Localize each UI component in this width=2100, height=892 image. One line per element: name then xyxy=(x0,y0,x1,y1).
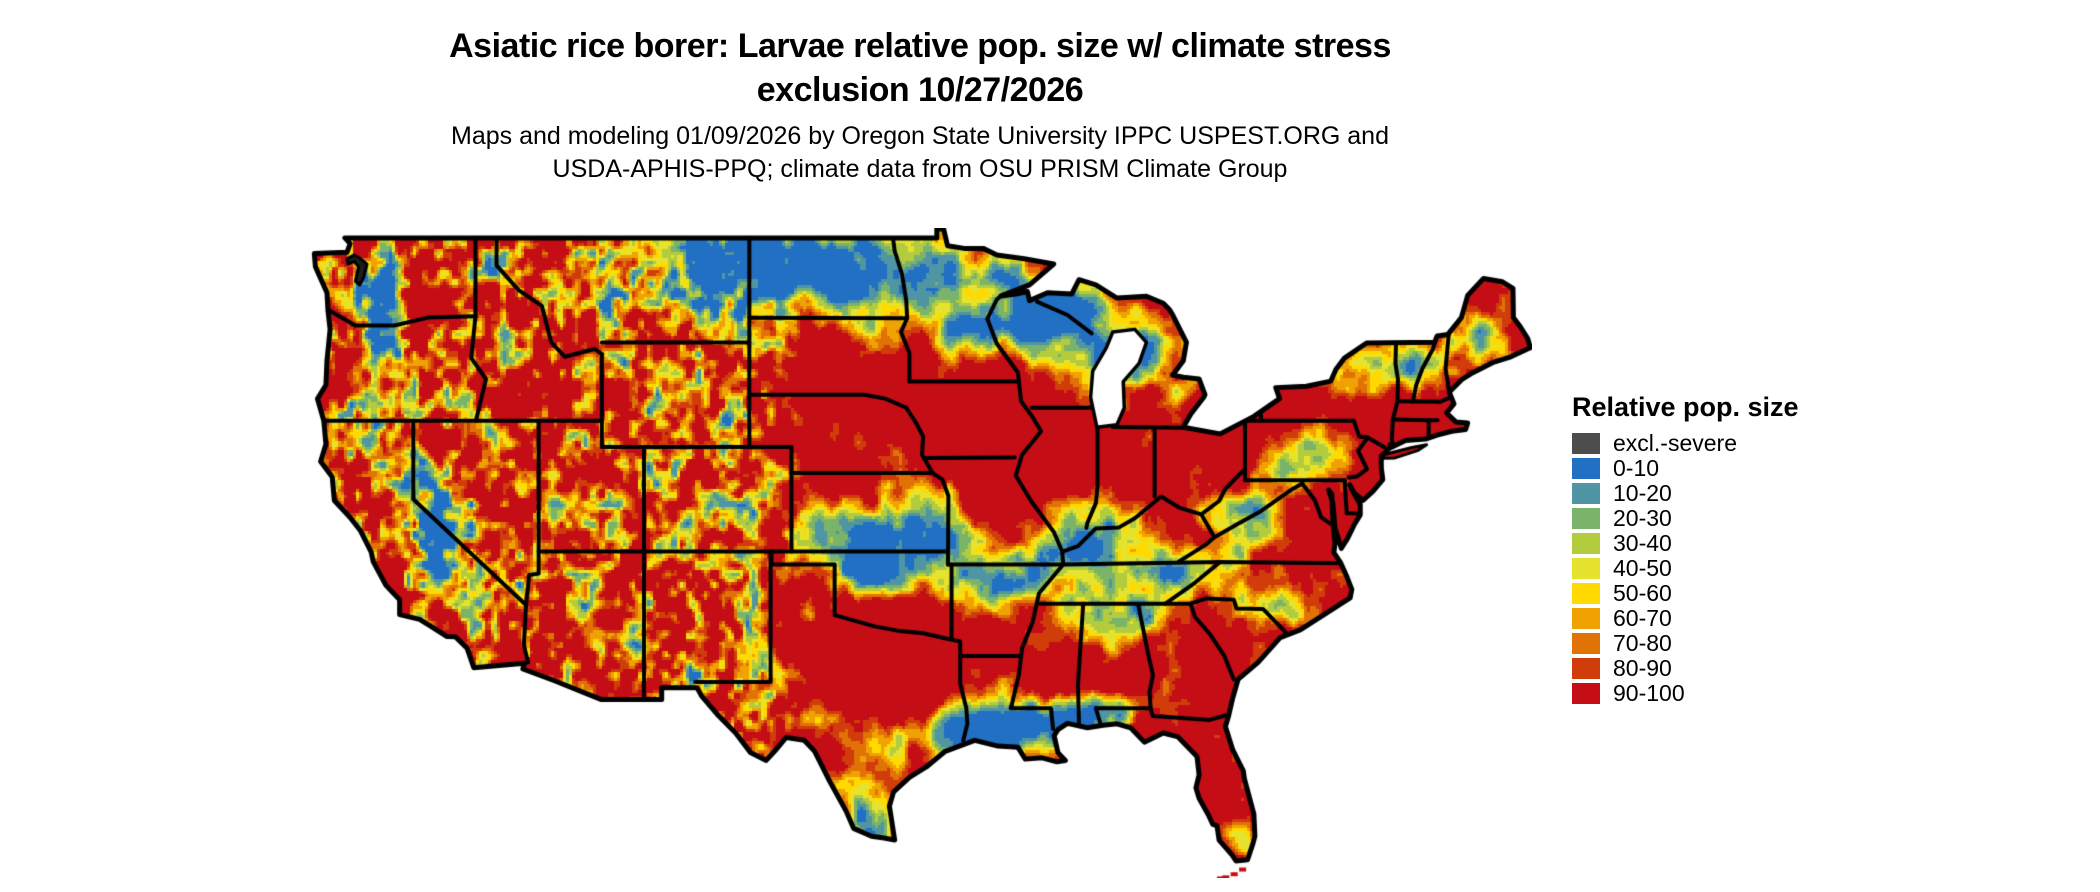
legend-color-swatch xyxy=(1572,558,1600,579)
legend-label: 0-10 xyxy=(1613,455,1660,481)
legend-row: 90-100 xyxy=(1572,681,1902,706)
legend-label: 80-90 xyxy=(1613,655,1672,681)
legend-rows: excl.-severe 0-10 10-20 20-30 30-40 40-50 50-6… xyxy=(1572,431,1902,706)
legend-label: 10-20 xyxy=(1613,480,1672,506)
legend-row: 20-30 xyxy=(1572,506,1902,531)
legend-color-swatch xyxy=(1572,433,1600,454)
legend-color-swatch xyxy=(1572,533,1600,554)
legend-label: 20-30 xyxy=(1613,505,1672,531)
page-subtitle: Maps and modeling 01/09/2026 by Oregon S… xyxy=(308,120,1532,186)
legend-row: 80-90 xyxy=(1572,656,1902,681)
legend-label: 70-80 xyxy=(1613,630,1672,656)
legend-label: 90-100 xyxy=(1613,680,1685,706)
legend-color-swatch xyxy=(1572,583,1600,604)
legend-row: 60-70 xyxy=(1572,606,1902,631)
legend-color-swatch xyxy=(1572,483,1600,504)
legend-row: 0-10 xyxy=(1572,456,1902,481)
legend-color-swatch xyxy=(1572,608,1600,629)
subtitle-line-2: USDA-APHIS-PPQ; climate data from OSU PR… xyxy=(552,155,1288,183)
subtitle-line-1: Maps and modeling 01/09/2026 by Oregon S… xyxy=(451,122,1389,150)
legend-label: 30-40 xyxy=(1613,530,1672,556)
legend-label: 60-70 xyxy=(1613,605,1672,631)
legend-row: excl.-severe xyxy=(1572,431,1902,456)
legend-label: 40-50 xyxy=(1613,555,1672,581)
us-choropleth-map xyxy=(308,228,1532,878)
legend-row: 70-80 xyxy=(1572,631,1902,656)
legend-row: 30-40 xyxy=(1572,531,1902,556)
legend-label: excl.-severe xyxy=(1613,430,1737,456)
legend-row: 50-60 xyxy=(1572,581,1902,606)
title-line-1: Asiatic rice borer: Larvae relative pop.… xyxy=(449,27,1391,65)
page-title: Asiatic rice borer: Larvae relative pop.… xyxy=(308,24,1532,112)
legend-color-swatch xyxy=(1572,683,1600,704)
legend-color-swatch xyxy=(1572,658,1600,679)
legend-row: 10-20 xyxy=(1572,481,1902,506)
legend-title: Relative pop. size xyxy=(1572,392,1799,422)
title-line-2: exclusion 10/27/2026 xyxy=(756,71,1084,109)
legend-label: 50-60 xyxy=(1613,580,1672,606)
legend-row: 40-50 xyxy=(1572,556,1902,581)
legend-color-swatch xyxy=(1572,633,1600,654)
map-legend: Relative pop. size excl.-severe 0-10 10-20… xyxy=(1572,392,1902,706)
legend-color-swatch xyxy=(1572,458,1600,479)
legend-color-swatch xyxy=(1572,508,1600,529)
